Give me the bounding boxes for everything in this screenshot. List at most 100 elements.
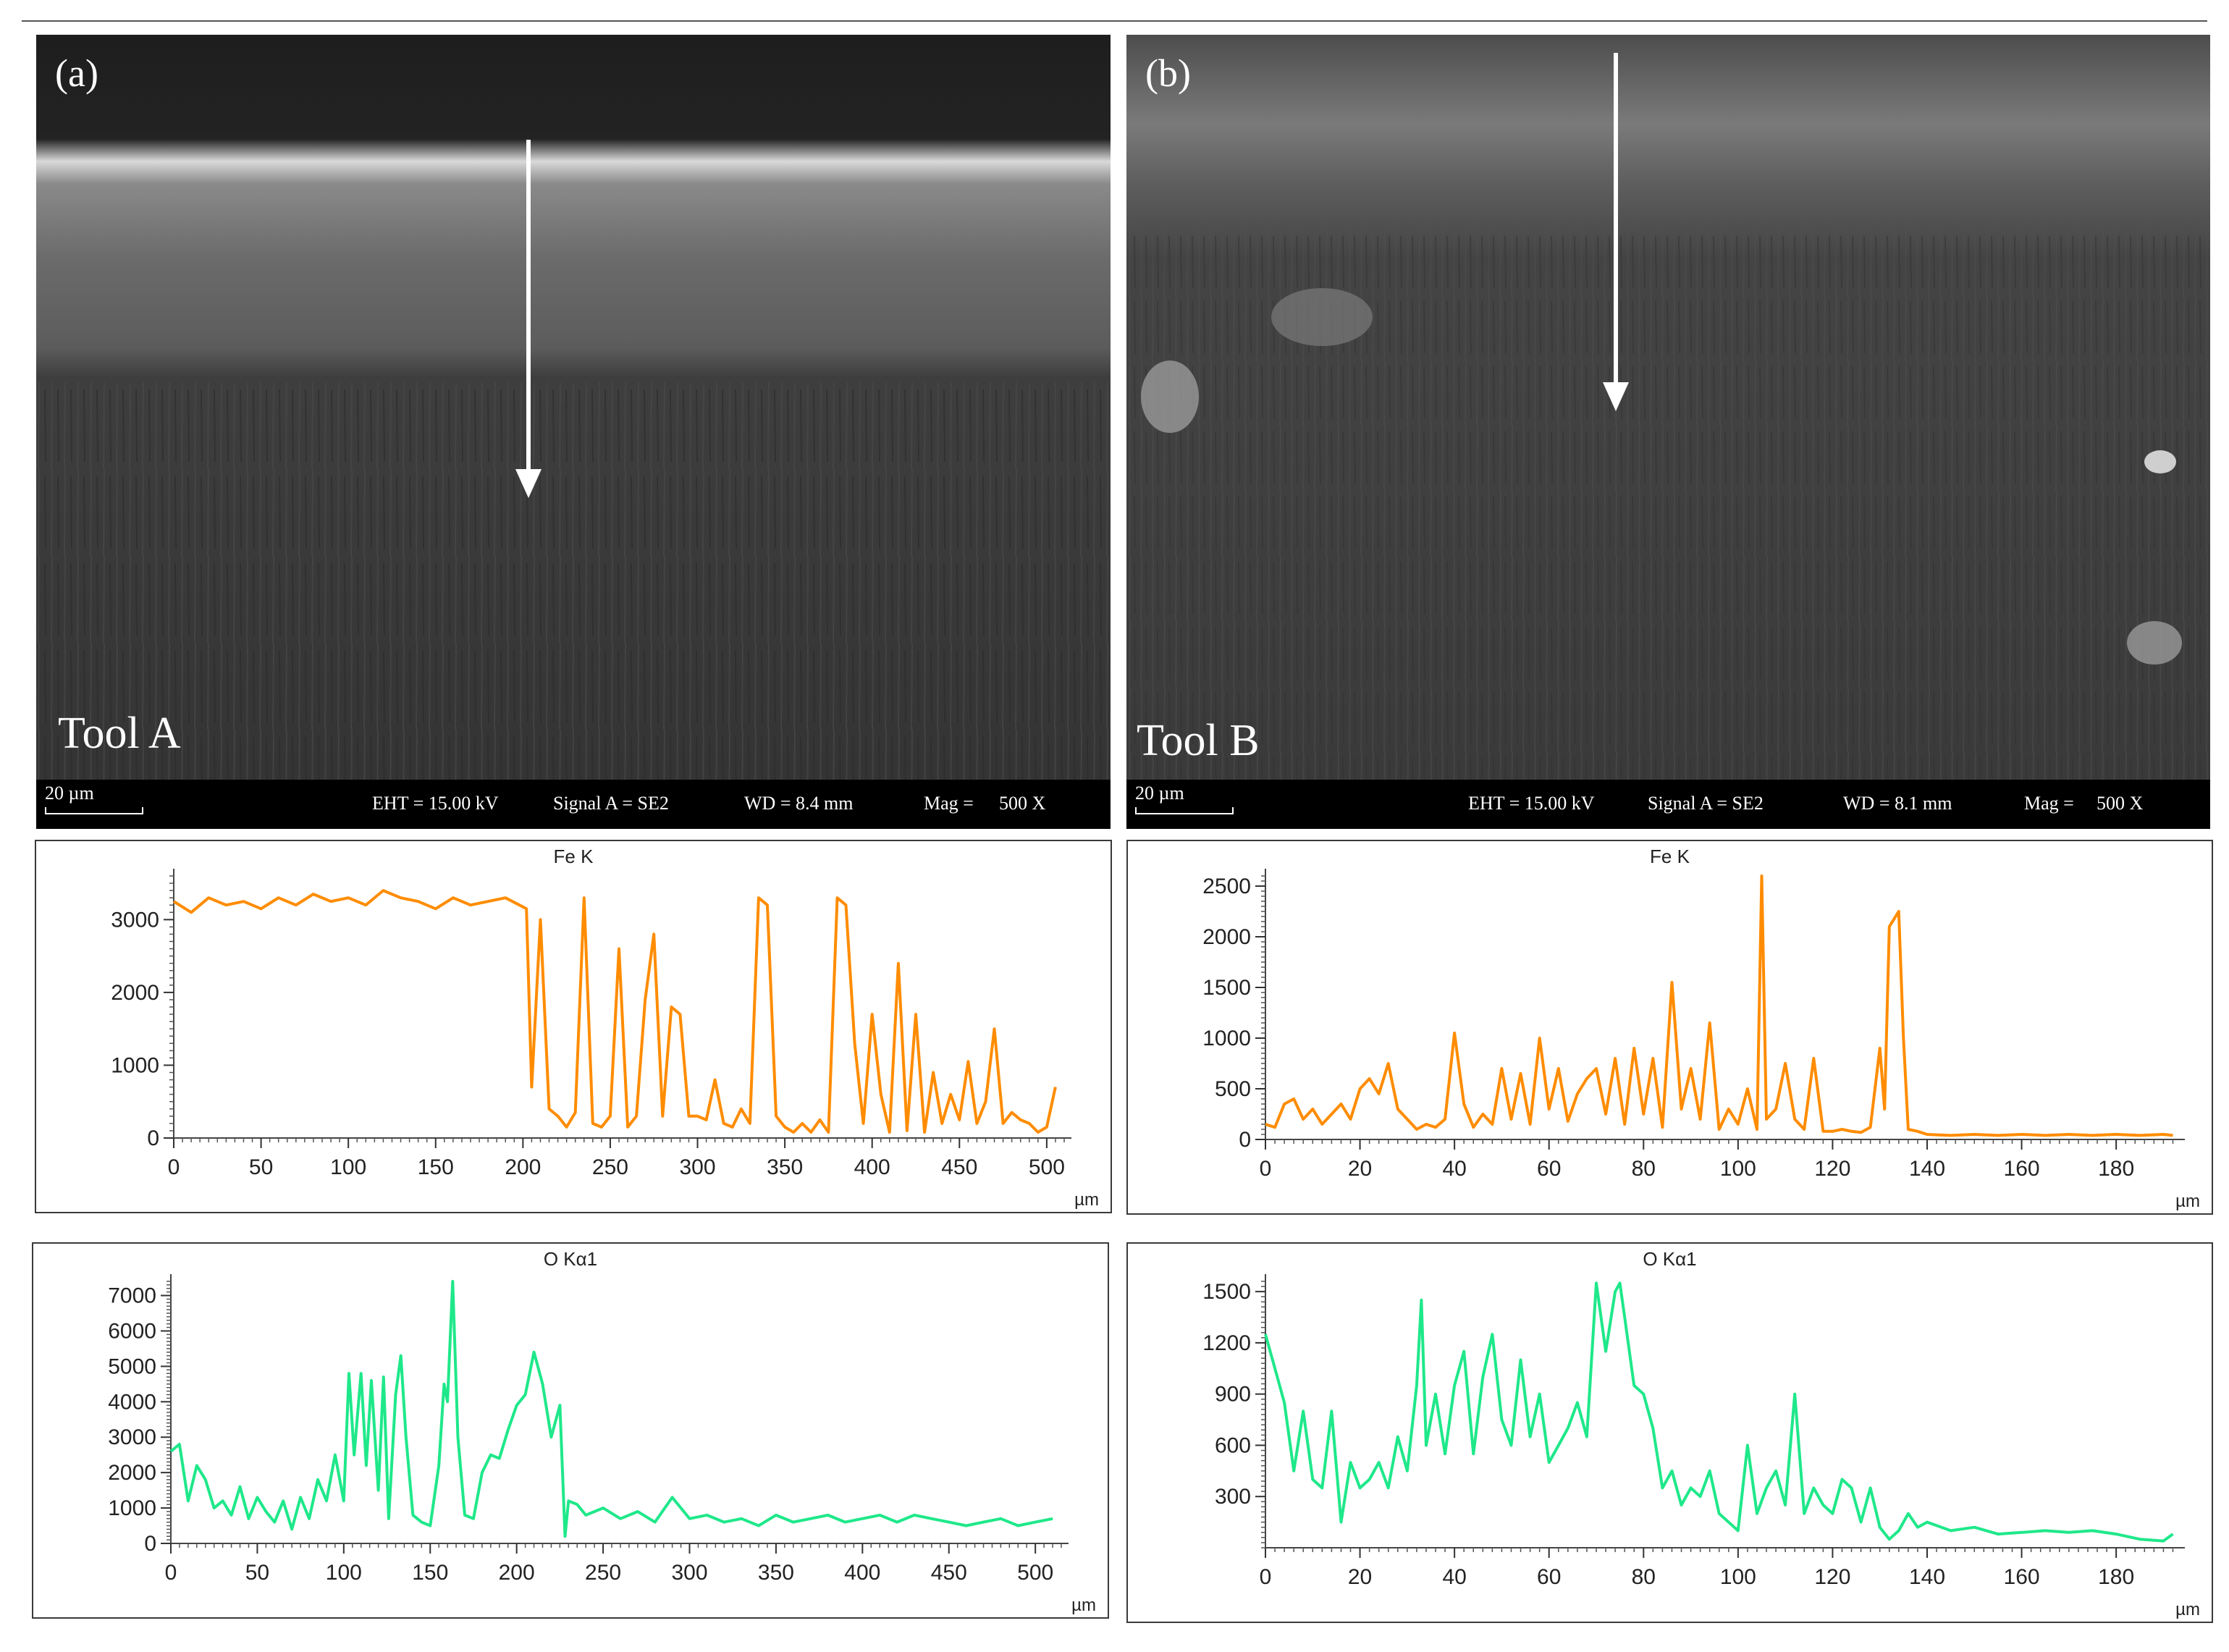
- scalebar: [1135, 807, 1234, 814]
- series-line: [1265, 875, 2173, 1137]
- scalebar: [45, 807, 143, 814]
- x-tick-label: 120: [1814, 1565, 1850, 1589]
- wd-readout: WD = 8.1 mm: [1843, 793, 1952, 814]
- fe-linescan-b: Fe K 0 20 40 60 80 100 120 140 160 180 0 500 1000 150…: [1126, 840, 2213, 1215]
- mag-value: 500 X: [999, 793, 1046, 814]
- y-tick-label: 600: [1215, 1433, 1251, 1457]
- x-tick-label: 450: [941, 1155, 977, 1179]
- chart-title: Fe K: [553, 846, 594, 867]
- mag-label: Mag =: [2024, 793, 2074, 814]
- x-tick-label: 500: [1029, 1155, 1065, 1179]
- y-tick-label: 1500: [1202, 1280, 1251, 1304]
- y-tick-label: 3000: [111, 908, 159, 932]
- y-tick-label: 1000: [1202, 1027, 1251, 1050]
- tool-label-b: Tool B: [1137, 716, 1260, 765]
- x-tick-label: 140: [1909, 1565, 1945, 1589]
- fe-linescan-a: Fe K 0 50 100 150 200 250 300 350 400 450 500 0 1000…: [35, 840, 1112, 1213]
- x-tick-label: 350: [758, 1561, 794, 1585]
- x-tick-label: 180: [2098, 1565, 2134, 1589]
- scalebar-label: 20 µm: [1135, 783, 1184, 804]
- y-tick-label: 2000: [111, 981, 159, 1005]
- panel-letter-b: (b): [1145, 51, 1191, 95]
- x-tick-label: 100: [326, 1561, 362, 1585]
- x-tick-label: 180: [2098, 1157, 2134, 1181]
- x-tick-label: 60: [1537, 1157, 1561, 1181]
- mag-value: 500 X: [2097, 793, 2144, 814]
- o-linescan-a: O Kα1 0 50 100 150 200 250 300 350 400 450 500 0 100…: [32, 1242, 1109, 1619]
- x-tick-label: 300: [679, 1155, 715, 1179]
- x-tick-label: 20: [1348, 1565, 1372, 1589]
- sem-texture-b: [1126, 35, 2210, 780]
- x-tick-label: 50: [249, 1155, 273, 1179]
- x-tick-label: 250: [592, 1155, 628, 1179]
- x-tick-label: 40: [1442, 1157, 1466, 1181]
- scalebar-label: 20 µm: [45, 783, 94, 804]
- x-tick-label: 100: [1720, 1157, 1756, 1181]
- x-tick-label: 500: [1017, 1561, 1053, 1585]
- sem-texture-a: [36, 35, 1111, 780]
- wd-readout: WD = 8.4 mm: [744, 793, 854, 814]
- panel-letter-a: (a): [55, 51, 98, 95]
- sem-info-bar-a: 20 µm EHT = 15.00 kV Signal A = SE2 WD =…: [36, 780, 1111, 829]
- x-tick-label: 0: [1260, 1565, 1272, 1589]
- chart-title: O Kα1: [543, 1248, 598, 1270]
- x-tick-label: 80: [1632, 1565, 1656, 1589]
- x-tick-label: 150: [412, 1561, 448, 1585]
- sem-image-tool-b: (b) Tool B 20 µm EHT = 15.00 kV Signal A…: [1126, 35, 2210, 829]
- x-tick-label: 400: [854, 1155, 890, 1179]
- y-tick-label: 0: [144, 1532, 156, 1556]
- chart-plot-area: 0 20 40 60 80 100 120 140 160 180 300 600 900 1200 150…: [1202, 1274, 2185, 1589]
- sem-image-tool-a: (a) Tool A 20 µm EHT = 15.00 kV Signal A…: [36, 35, 1111, 829]
- x-unit-label: µm: [2175, 1192, 2200, 1211]
- y-tick-label: 6000: [108, 1319, 156, 1343]
- series-line: [1264, 1281, 2174, 1543]
- y-tick-label: 0: [1239, 1128, 1251, 1152]
- chart-plot-area: 0 50 100 150 200 250 300 350 400 450 500 0 1000 2000 3…: [111, 869, 1071, 1179]
- x-tick-label: 60: [1537, 1565, 1561, 1589]
- x-tick-label: 200: [505, 1155, 541, 1179]
- mag-label: Mag =: [924, 793, 974, 814]
- x-tick-label: 120: [1814, 1157, 1850, 1181]
- x-unit-label: µm: [1074, 1190, 1099, 1210]
- x-tick-label: 80: [1632, 1157, 1656, 1181]
- eht-readout: EHT = 15.00 kV: [1468, 793, 1595, 814]
- x-tick-label: 350: [767, 1155, 803, 1179]
- y-tick-label: 2000: [108, 1461, 156, 1485]
- x-tick-label: 100: [1720, 1565, 1756, 1589]
- x-tick-label: 50: [245, 1561, 269, 1585]
- y-tick-label: 1500: [1202, 976, 1251, 1000]
- y-tick-label: 5000: [108, 1354, 156, 1378]
- y-tick-label: 1200: [1202, 1331, 1251, 1355]
- y-tick-label: 500: [1215, 1077, 1251, 1101]
- series-line: [169, 1280, 1053, 1538]
- y-tick-label: 1000: [111, 1053, 159, 1077]
- x-tick-label: 150: [418, 1155, 454, 1179]
- x-tick-label: 100: [330, 1155, 366, 1179]
- signal-readout: Signal A = SE2: [1648, 793, 1764, 814]
- y-tick-label: 0: [147, 1126, 159, 1150]
- y-tick-label: 7000: [108, 1284, 156, 1308]
- x-unit-label: µm: [2175, 1600, 2200, 1619]
- y-tick-label: 1000: [108, 1496, 156, 1520]
- x-tick-label: 0: [168, 1155, 180, 1179]
- y-tick-label: 2500: [1202, 875, 1251, 898]
- x-tick-label: 400: [844, 1561, 880, 1585]
- y-tick-label: 3000: [108, 1425, 156, 1449]
- sem-info-bar-b: 20 µm EHT = 15.00 kV Signal A = SE2 WD =…: [1126, 780, 2210, 829]
- x-tick-label: 200: [499, 1561, 535, 1585]
- y-tick-label: 900: [1215, 1383, 1251, 1407]
- chart-plot-area: 0 20 40 60 80 100 120 140 160 180 0 500 1000 1500 2000…: [1202, 869, 2185, 1181]
- y-tick-label: 4000: [108, 1390, 156, 1414]
- chart-title: Fe K: [1650, 846, 1690, 867]
- x-tick-label: 300: [671, 1561, 707, 1585]
- x-unit-label: µm: [1071, 1596, 1096, 1615]
- x-tick-label: 40: [1442, 1565, 1466, 1589]
- series-line: [172, 889, 1057, 1134]
- top-rule: [22, 20, 2207, 22]
- signal-readout: Signal A = SE2: [553, 793, 669, 814]
- chart-plot-area: 0 50 100 150 200 250 300 350 400 450 5000100020003…: [108, 1274, 1069, 1585]
- tool-label-a: Tool A: [58, 709, 181, 758]
- x-tick-label: 140: [1909, 1157, 1945, 1181]
- x-tick-label: 250: [585, 1561, 621, 1585]
- eht-readout: EHT = 15.00 kV: [372, 793, 499, 814]
